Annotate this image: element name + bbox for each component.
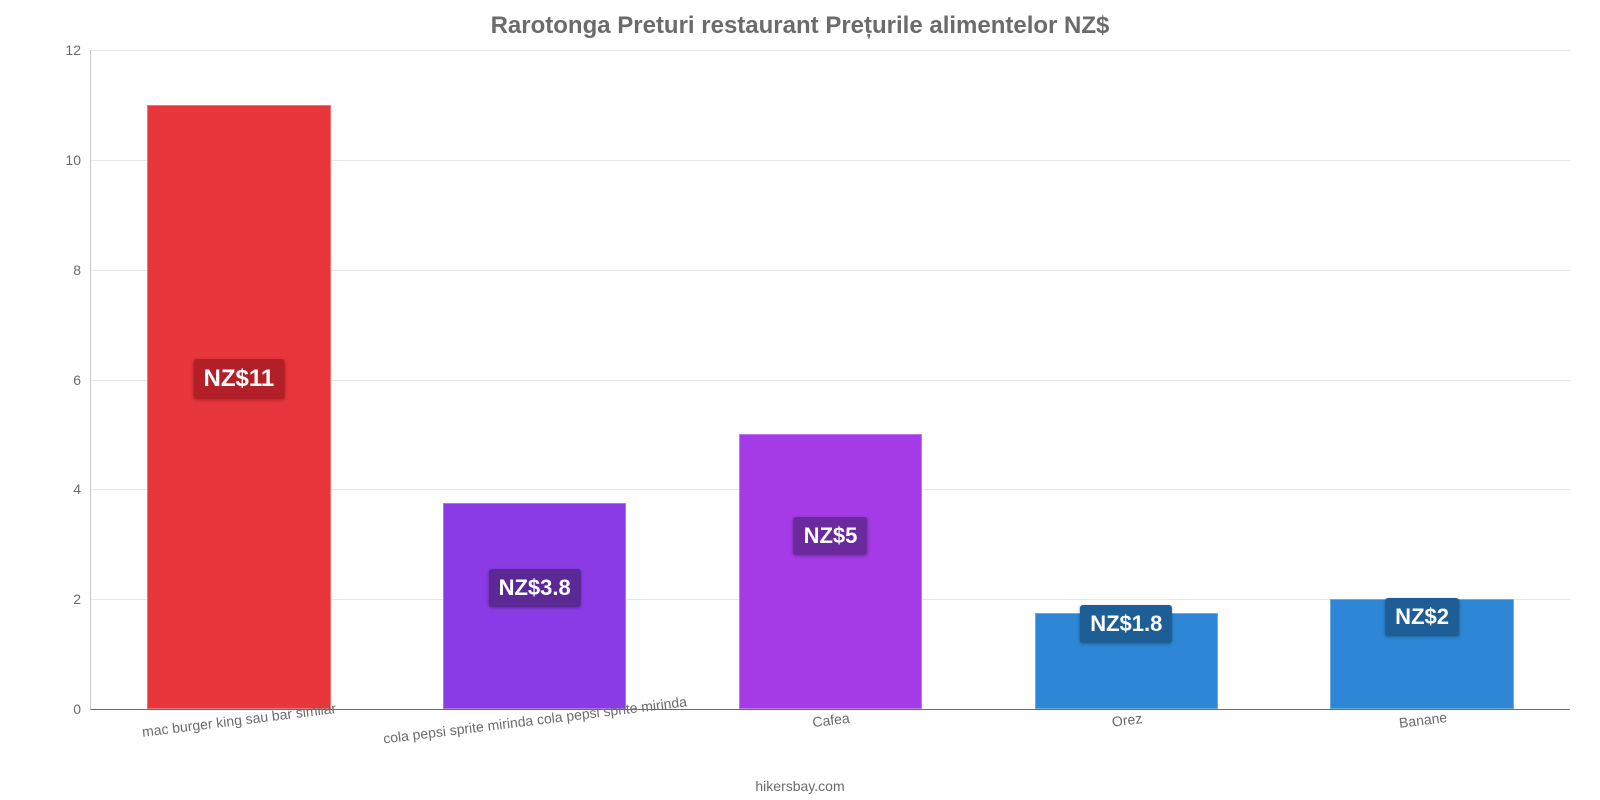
- chart-footer: hikersbay.com: [0, 778, 1600, 794]
- y-tick-label: 8: [73, 262, 81, 278]
- bar-slot: NZ$5: [683, 50, 979, 709]
- plot-region: 024681012 NZ$11NZ$3.8NZ$5NZ$1.8NZ$2: [90, 50, 1570, 710]
- bar-value-label: NZ$2: [1385, 598, 1459, 636]
- y-tick-label: 6: [73, 372, 81, 388]
- x-label-slot: Banane: [1274, 712, 1570, 762]
- bars-container: NZ$11 NZ$3.8 NZ$5 NZ$1.8 NZ$2: [91, 50, 1570, 709]
- y-tick-label: 10: [65, 152, 81, 168]
- y-tick-label: 0: [73, 701, 81, 717]
- x-tick-label: Orez: [1111, 710, 1143, 730]
- bar-slot: NZ$11: [91, 50, 387, 709]
- bar-value-label: NZ$5: [794, 517, 868, 555]
- bar-value-label: NZ$11: [194, 359, 285, 399]
- bar: NZ$11: [147, 105, 330, 709]
- bar-slot: NZ$2: [1274, 50, 1570, 709]
- y-tick-label: 12: [65, 42, 81, 58]
- x-label-slot: cola pepsi sprite mirinda cola pepsi spr…: [386, 712, 682, 762]
- x-tick-label: Banane: [1398, 709, 1448, 731]
- x-label-slot: mac burger king sau bar similar: [90, 712, 386, 762]
- bar-slot: NZ$1.8: [978, 50, 1274, 709]
- bar: NZ$5: [739, 434, 922, 709]
- bar: NZ$3.8: [443, 503, 626, 709]
- y-tick-label: 2: [73, 591, 81, 607]
- x-label-slot: Cafea: [682, 712, 978, 762]
- x-label-slot: Orez: [978, 712, 1274, 762]
- x-tick-label: Cafea: [811, 710, 850, 730]
- bar-slot: NZ$3.8: [387, 50, 683, 709]
- bar-value-label: NZ$1.8: [1080, 605, 1172, 643]
- bar-value-label: NZ$3.8: [489, 569, 581, 607]
- y-tick-label: 4: [73, 481, 81, 497]
- bar: NZ$2: [1330, 599, 1513, 709]
- x-axis-labels: mac burger king sau bar similarcola peps…: [90, 712, 1570, 762]
- chart-plot-area: 024681012 NZ$11NZ$3.8NZ$5NZ$1.8NZ$2: [90, 50, 1570, 710]
- bar: NZ$1.8: [1035, 613, 1218, 709]
- chart-title: Rarotonga Preturi restaurant Prețurile a…: [0, 0, 1600, 40]
